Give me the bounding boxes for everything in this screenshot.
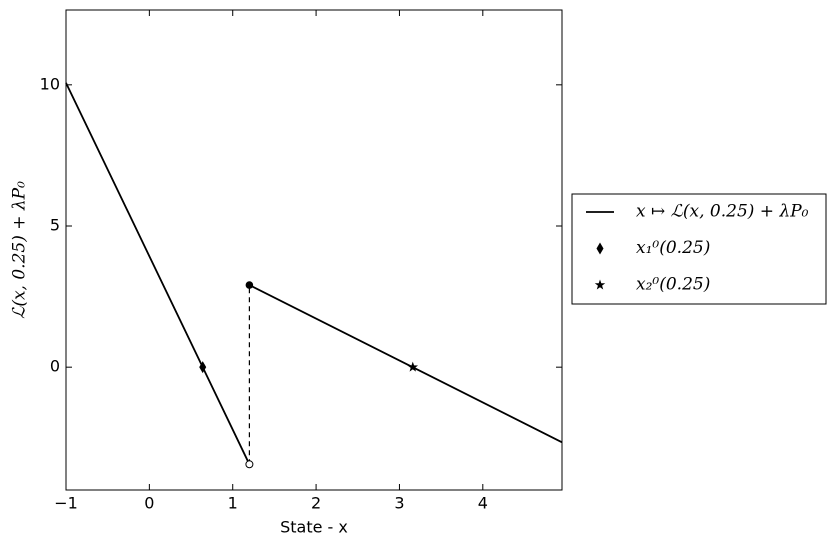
x-tick-label: 2 [311, 494, 321, 513]
y-tick-label: 10 [40, 74, 60, 93]
line [65, 82, 563, 465]
x-tick-label: 0 [144, 494, 154, 513]
x-tick-label: 1 [228, 494, 238, 513]
legend-label: x₂⁰(0.25) [636, 275, 710, 295]
legend-label: x ↦ ℒ(x, 0.25) + λP₀ [636, 202, 809, 222]
legend-label: x₁⁰(0.25) [636, 238, 710, 258]
legend-box [571, 193, 827, 305]
diamond-marker [199, 361, 207, 374]
x-tick-label: −1 [54, 494, 78, 513]
star-marker [407, 361, 419, 372]
y-tick-label: 5 [50, 216, 60, 235]
plot-frame [65, 9, 563, 491]
legend-diamond [596, 242, 604, 255]
x-tick-label: 3 [394, 494, 404, 513]
legend-star [594, 279, 606, 290]
closed-endpoint [245, 281, 254, 289]
x-tick-label: 4 [478, 494, 488, 513]
x-axis-label: State - x [280, 518, 348, 537]
y-tick-label: 0 [50, 357, 60, 376]
y-axis-label: ℒ(x, 0.25) + λP₀ [10, 181, 30, 319]
open-endpoint [245, 460, 254, 469]
